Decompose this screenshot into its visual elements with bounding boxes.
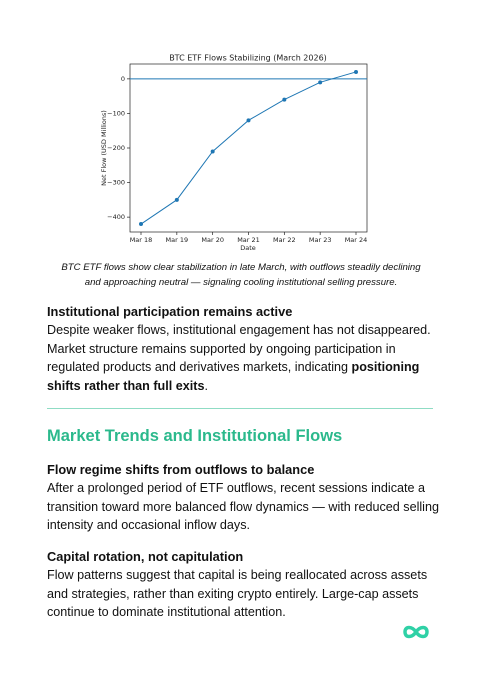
x-axis-label: Date [240, 244, 256, 252]
x-tick-label: Mar 19 [166, 236, 189, 244]
subheading: Flow regime shifts from outflows to bala… [47, 462, 315, 477]
y-axis-label: Net Flow (USD Millions) [100, 110, 108, 186]
point [174, 197, 179, 202]
point [246, 118, 251, 123]
y-tick-label: −100 [107, 109, 125, 117]
section-title: Market Trends and Institutional Flows [47, 427, 343, 445]
text: Despite weaker flows, institutional enga… [47, 323, 431, 374]
subheading: Capital rotation, not capitulation [47, 549, 244, 564]
paragraph: After a prolonged period of ETF outflows… [47, 481, 439, 532]
bold-text: positioning shifts rather than full exit… [47, 360, 420, 393]
y-tick-label: −400 [107, 213, 125, 221]
logo-shape [403, 625, 429, 639]
line [140, 71, 357, 225]
x-tick-label: Mar 20 [201, 236, 224, 244]
paragraph: Despite weaker flows, institutional enga… [47, 321, 439, 395]
caption: BTC ETF flows show clear stabilization i… [61, 262, 421, 288]
y-tick-label: −200 [107, 144, 125, 152]
y-tick-label: 0 [121, 75, 125, 83]
point [318, 80, 323, 85]
chart: BTC ETF Flows Stabilizing (March 2026) D… [100, 54, 368, 252]
section-heading: Institutional participation remains acti… [47, 304, 293, 319]
paragraph: Flow patterns suggest that capital is be… [47, 568, 428, 619]
point [282, 97, 287, 102]
point [354, 69, 358, 74]
y-tick-label: −300 [107, 179, 125, 187]
axes-frame [129, 63, 368, 233]
x-tick-label: Mar 22 [273, 236, 296, 244]
logo [403, 625, 429, 639]
point [139, 222, 143, 227]
x-tick-label: Mar 21 [237, 236, 260, 244]
text: . [204, 378, 208, 393]
x-tick-label: Mar 18 [130, 236, 153, 244]
x-tick-label: Mar 24 [345, 236, 368, 244]
divider [47, 408, 433, 409]
x-tick-label: Mar 23 [309, 236, 332, 244]
point [210, 149, 215, 154]
chart-title: BTC ETF Flows Stabilizing (March 2026) [169, 54, 327, 63]
